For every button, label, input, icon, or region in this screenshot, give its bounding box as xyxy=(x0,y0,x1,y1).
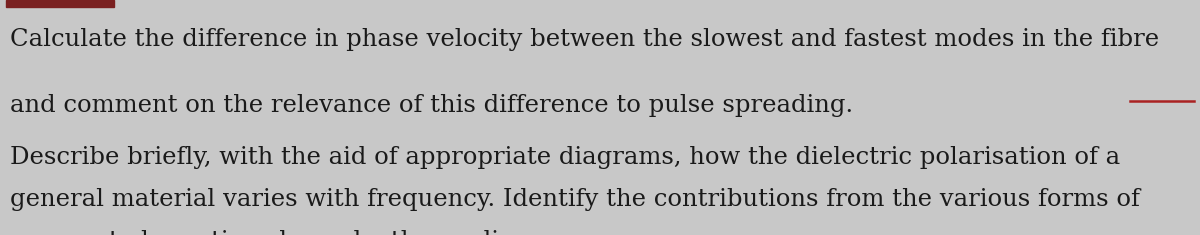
Text: general material varies with frequency. Identify the contributions from the vari: general material varies with frequency. … xyxy=(10,188,1140,211)
Text: Describe briefly, with the aid of appropriate diagrams, how the dielectric polar: Describe briefly, with the aid of approp… xyxy=(10,146,1120,169)
Text: resonant absorption shown by the medium.: resonant absorption shown by the medium. xyxy=(10,230,545,235)
Text: and comment on the relevance of this difference to pulse spreading.: and comment on the relevance of this dif… xyxy=(10,94,853,117)
Text: Calculate the difference in phase velocity between the slowest and fastest modes: Calculate the difference in phase veloci… xyxy=(10,28,1159,51)
